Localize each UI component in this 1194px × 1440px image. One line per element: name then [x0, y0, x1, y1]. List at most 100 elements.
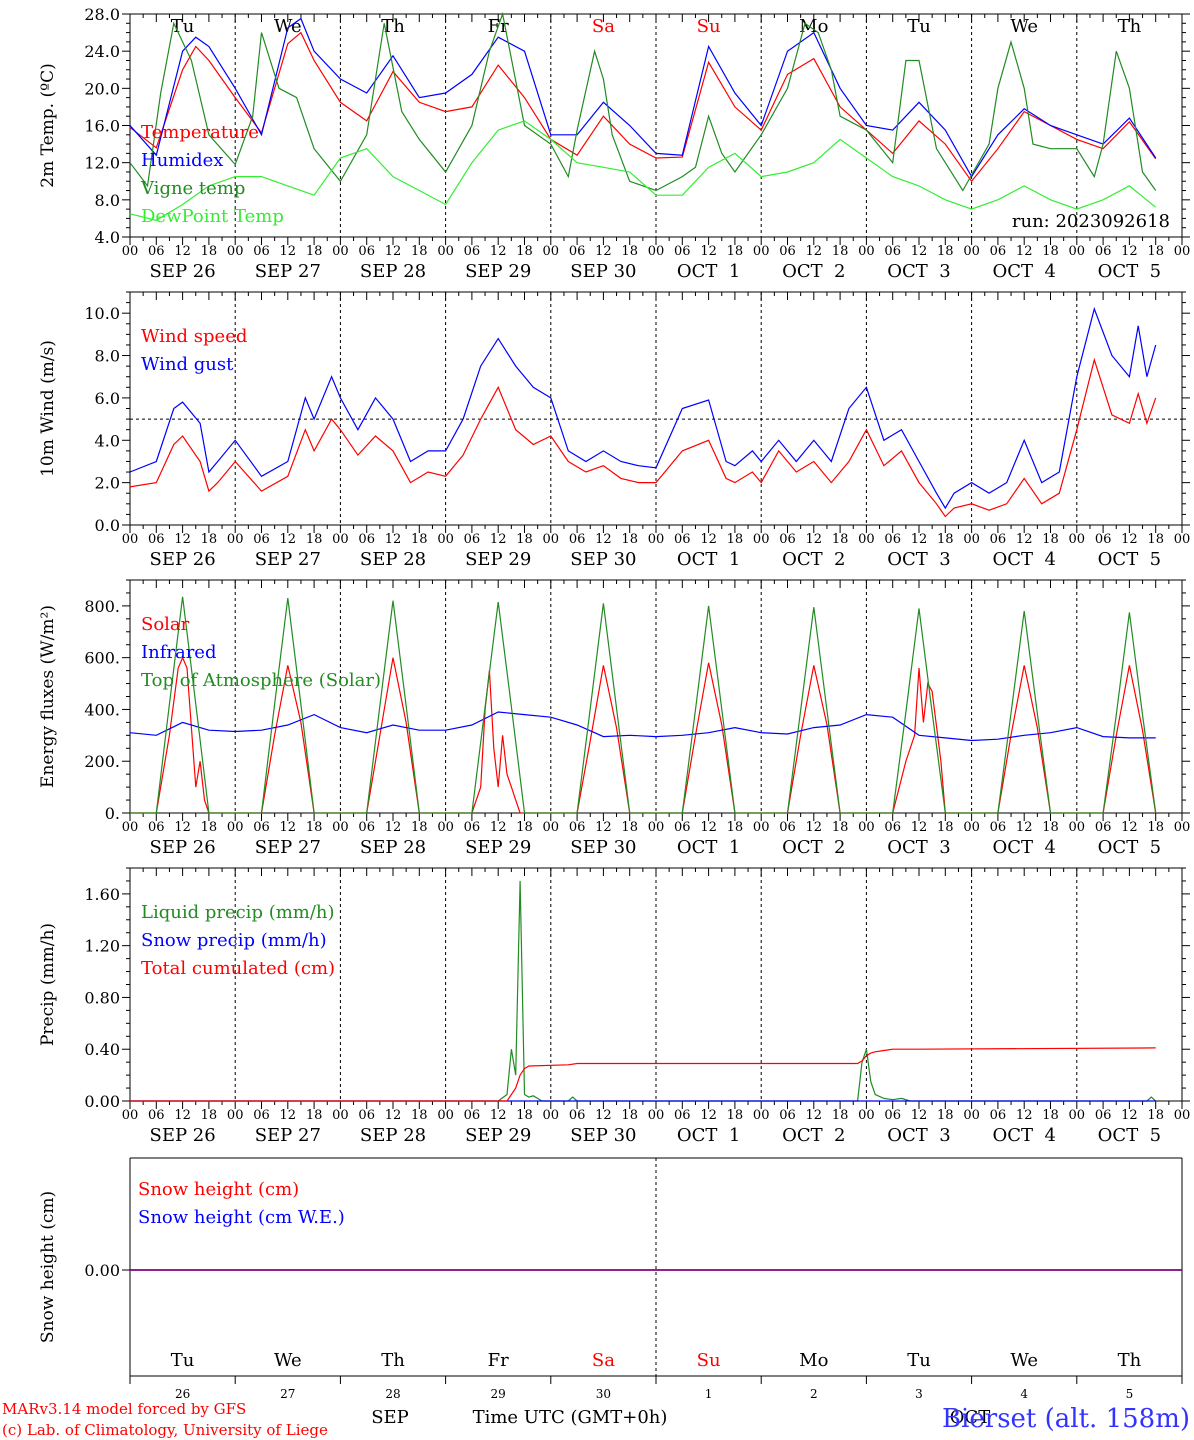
hour-tick-label: 18 — [727, 532, 744, 547]
y-tick-label: 1.20 — [84, 937, 120, 956]
hour-tick-label: 12 — [490, 1108, 507, 1123]
hour-tick-label: 06 — [464, 532, 481, 547]
day-number: 2 — [810, 1387, 818, 1401]
hour-tick-label: 18 — [727, 244, 744, 259]
hour-tick-label: 00 — [332, 1108, 349, 1123]
hour-tick-label: 18 — [516, 532, 533, 547]
y-tick-label: 0.00 — [84, 1261, 120, 1280]
date-label: SEP 27 — [255, 1125, 321, 1146]
legend-entry: Snow precip (mm/h) — [141, 930, 327, 951]
hour-tick-label: 00 — [1174, 1108, 1191, 1123]
date-label: OCT 3 — [887, 549, 950, 570]
hour-tick-label: 12 — [385, 1108, 402, 1123]
hour-tick-label: 00 — [543, 244, 560, 259]
hour-tick-label: 06 — [779, 820, 796, 835]
legend-entry: Snow height (cm) — [138, 1179, 299, 1200]
legend-entry: Vigne temp — [140, 178, 245, 199]
hour-tick-label: 00 — [1069, 532, 1086, 547]
date-label: SEP 30 — [570, 549, 636, 570]
day-name-bottom: Th — [1118, 1350, 1142, 1371]
hour-tick-label: 12 — [490, 244, 507, 259]
hour-tick-label: 06 — [674, 532, 691, 547]
hour-tick-label: 00 — [227, 244, 244, 259]
hour-tick-label: 18 — [727, 820, 744, 835]
hour-tick-label: 00 — [227, 820, 244, 835]
hour-tick-label: 00 — [963, 820, 980, 835]
hour-tick-label: 12 — [385, 820, 402, 835]
legend-entry: Wind gust — [141, 354, 234, 375]
hour-tick-label: 18 — [1042, 1108, 1059, 1123]
day-name: We — [274, 16, 302, 37]
y-tick-label: 4.0 — [95, 228, 120, 247]
hour-tick-label: 18 — [621, 532, 638, 547]
hour-tick-label: 12 — [700, 1108, 717, 1123]
y-tick-label: 400. — [84, 700, 120, 719]
hour-tick-label: 12 — [595, 820, 612, 835]
series-line-total-cumulated-cm — [130, 1047, 1156, 1102]
hour-tick-label: 06 — [569, 244, 586, 259]
date-label: SEP 26 — [149, 261, 215, 282]
hour-tick-label: 06 — [358, 1108, 375, 1123]
day-name: Tu — [907, 16, 931, 37]
hour-tick-label: 12 — [280, 244, 297, 259]
y-axis-label: Snow height (cm) — [38, 1191, 58, 1343]
date-label: SEP 27 — [255, 261, 321, 282]
hour-tick-label: 12 — [490, 532, 507, 547]
hour-tick-label: 00 — [648, 244, 665, 259]
y-tick-label: 16.0 — [84, 117, 120, 136]
hour-tick-label: 18 — [1147, 1108, 1164, 1123]
hour-tick-label: 06 — [569, 1108, 586, 1123]
hour-tick-label: 00 — [1174, 532, 1191, 547]
hour-tick-label: 12 — [174, 244, 191, 259]
hour-tick-label: 18 — [1147, 532, 1164, 547]
hour-tick-label: 18 — [411, 244, 428, 259]
hour-tick-label: 00 — [437, 244, 454, 259]
hour-tick-label: 00 — [858, 532, 875, 547]
y-tick-label: 800. — [84, 597, 120, 616]
hour-tick-label: 12 — [1016, 244, 1033, 259]
hour-tick-label: 18 — [516, 244, 533, 259]
legend-entry: Total cumulated (cm) — [141, 958, 335, 979]
hour-tick-label: 00 — [122, 532, 139, 547]
hour-tick-label: 00 — [648, 820, 665, 835]
hour-tick-label: 12 — [806, 1108, 823, 1123]
series-group — [129, 11, 1157, 221]
series-line-temperature — [129, 31, 1157, 183]
x-axis-label: Time UTC (GMT+0h) — [473, 1407, 668, 1428]
y-tick-label: 1.60 — [84, 885, 120, 904]
hour-tick-label: 12 — [385, 532, 402, 547]
hour-tick-label: 12 — [174, 820, 191, 835]
legend-entry: Liquid precip (mm/h) — [141, 902, 335, 923]
station-label: Bierset (alt. 158m) — [942, 1404, 1190, 1434]
day-name-bottom: Sa — [592, 1350, 615, 1371]
hour-tick-label: 06 — [674, 1108, 691, 1123]
y-tick-label: 0.00 — [84, 1092, 120, 1111]
hour-tick-label: 06 — [464, 820, 481, 835]
hour-tick-label: 00 — [543, 1108, 560, 1123]
hour-tick-label: 18 — [937, 820, 954, 835]
hour-tick-label: 00 — [122, 820, 139, 835]
hour-tick-label: 06 — [779, 1108, 796, 1123]
y-tick-label: 0.80 — [84, 988, 120, 1007]
series-line-vigne-temp — [129, 11, 1157, 192]
day-number: 29 — [491, 1387, 506, 1401]
date-label: OCT 4 — [992, 837, 1055, 858]
y-tick-label: 4.0 — [95, 431, 120, 450]
series-line-wind-gust — [129, 306, 1157, 510]
hour-tick-label: 18 — [201, 820, 218, 835]
y-tick-label: 0.40 — [84, 1040, 120, 1059]
frame — [129, 13, 1183, 238]
hour-tick-label: 12 — [806, 244, 823, 259]
hour-tick-label: 12 — [911, 532, 928, 547]
day-name: Su — [697, 16, 721, 37]
date-label: SEP 30 — [570, 261, 636, 282]
hour-tick-label: 06 — [253, 244, 270, 259]
hour-tick-label: 00 — [332, 244, 349, 259]
hour-tick-label: 18 — [1042, 532, 1059, 547]
hour-tick-label: 06 — [148, 532, 165, 547]
hour-tick-label: 12 — [595, 532, 612, 547]
hour-tick-label: 12 — [806, 532, 823, 547]
legend-entry: Infrared — [141, 642, 216, 663]
hour-tick-label: 06 — [990, 532, 1007, 547]
hour-tick-label: 00 — [122, 1108, 139, 1123]
